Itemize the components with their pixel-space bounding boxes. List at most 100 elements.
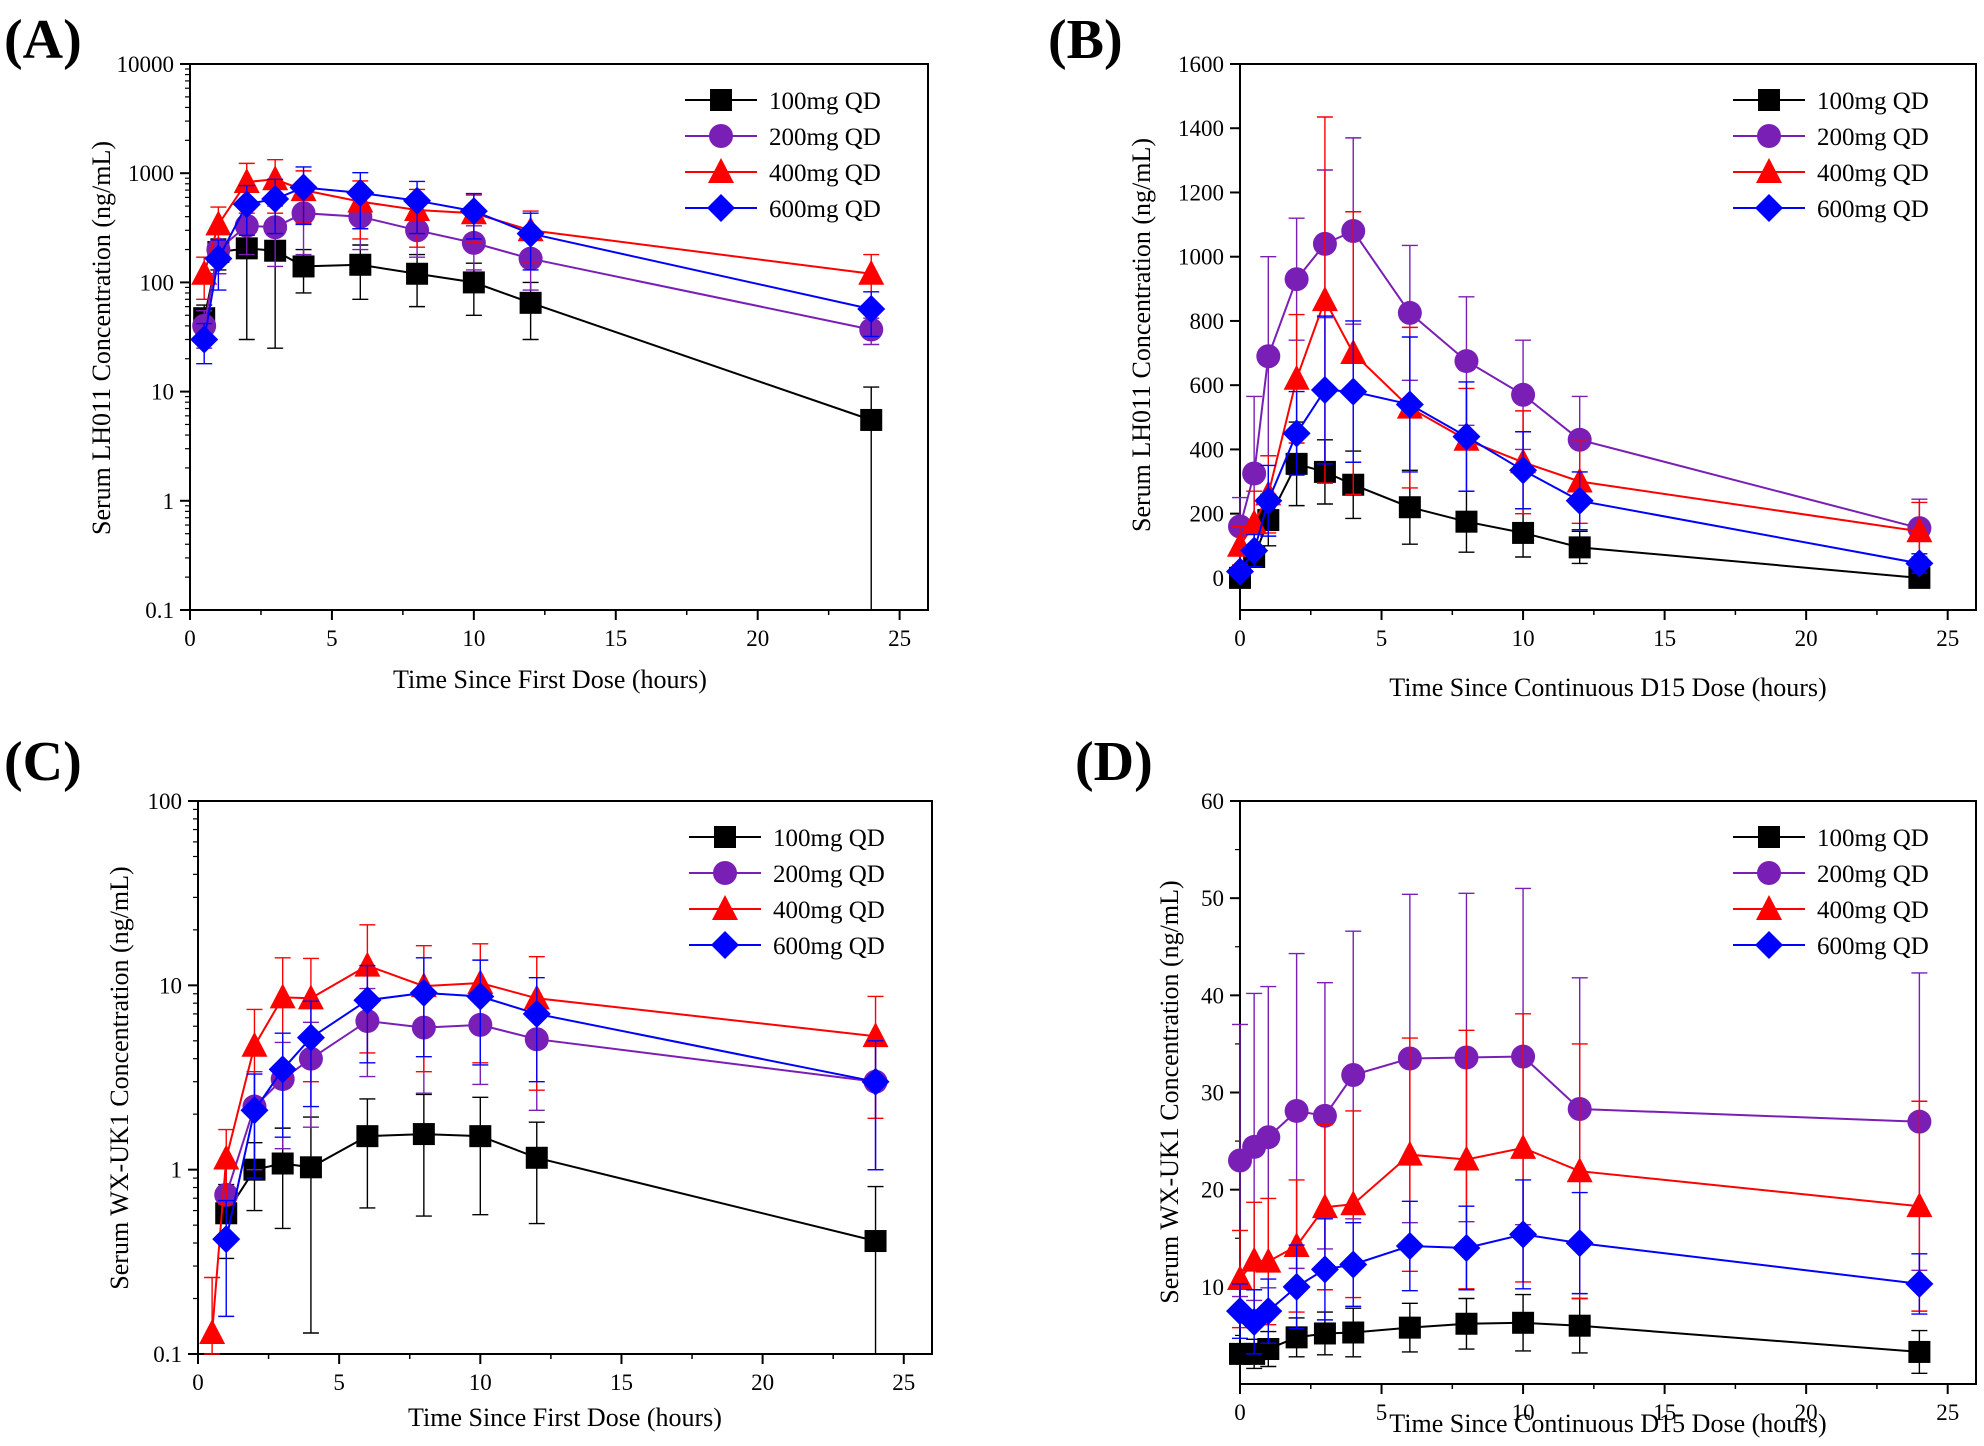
data-point [459, 197, 488, 226]
data-point [1509, 1220, 1538, 1249]
y-axis-title: Serum LH011 Concentration (ng/mL) [87, 141, 116, 535]
data-point [1284, 267, 1309, 292]
legend-label: 400mg QD [1817, 897, 1929, 924]
data-point [1566, 1157, 1593, 1183]
x-tick-label: 15 [1653, 1400, 1676, 1425]
data-point [1240, 536, 1269, 565]
x-axis-title: Time Since Continuous D15 Dose (hours) [1389, 673, 1826, 702]
x-tick-label: 20 [751, 1370, 774, 1395]
x-tick-label: 25 [892, 1370, 915, 1395]
data-point [1509, 456, 1538, 485]
panel-a: 0 5 10 15 20 25 0.1 1 10 100 1000 10000 100mg QD 200m… [4, 9, 929, 694]
legend-label: 100mg QD [1817, 825, 1929, 852]
data-point [406, 262, 429, 285]
data-point [191, 259, 218, 285]
x-tick-label: 20 [1795, 626, 1818, 651]
series-100mg-qd [193, 218, 883, 611]
x-tick-label: 15 [604, 626, 627, 651]
data-point [299, 1156, 322, 1179]
y-tick-label: 1200 [1178, 180, 1224, 205]
data-point [1342, 1321, 1365, 1344]
legend-marker [1758, 89, 1780, 111]
y-tick-label: 40 [1201, 983, 1224, 1008]
data-point [1510, 1133, 1537, 1159]
plot-frame [197, 800, 933, 1355]
x-tick-label: 10 [1512, 626, 1535, 651]
data-point [269, 983, 296, 1009]
data-point [233, 168, 260, 194]
data-point [1454, 349, 1479, 374]
data-point [1905, 549, 1934, 578]
data-point [861, 1067, 890, 1096]
legend-entry: 400mg QD [1733, 895, 1929, 924]
data-point [1255, 1247, 1282, 1273]
data-point [516, 219, 545, 248]
x-tick-label: 15 [1653, 626, 1676, 651]
y-tick-label: 30 [1201, 1081, 1224, 1106]
data-point [240, 1096, 269, 1125]
data-point [1242, 461, 1267, 486]
legend-entry: 400mg QD [685, 158, 881, 187]
legend-label: 400mg QD [773, 897, 885, 924]
legend-marker [707, 194, 735, 222]
panel-c: 0 5 10 15 20 25 0.1 1 10 100 100mg QD 200mg QD 400mg… [4, 731, 933, 1432]
legend-label: 100mg QD [1817, 88, 1929, 115]
data-point [1512, 521, 1535, 544]
legend-marker [1757, 861, 1781, 885]
data-point [1453, 1145, 1480, 1171]
data-point [296, 1023, 325, 1052]
data-point [1397, 300, 1422, 325]
data-point [190, 325, 219, 354]
y-tick-label: 60 [1201, 789, 1224, 814]
data-point [232, 190, 261, 219]
x-tick-label: 10 [462, 626, 485, 651]
series-line [203, 212, 872, 331]
data-point [519, 291, 542, 314]
data-point [1398, 496, 1421, 519]
y-tick-label: 20 [1201, 1178, 1224, 1203]
y-tick-label: 100 [148, 789, 183, 814]
legend-entry: 100mg QD [1733, 88, 1929, 115]
legend-marker [1757, 124, 1781, 148]
data-point [1455, 510, 1478, 533]
legend-marker [708, 158, 734, 183]
series-line [225, 991, 876, 1240]
legend-marker [1756, 158, 1782, 183]
y-tick-label: 400 [1190, 437, 1225, 462]
data-point [1313, 1322, 1336, 1345]
data-point [261, 185, 290, 214]
x-axis-title: Time Since First Dose (hours) [393, 665, 707, 694]
legend-label: 200mg QD [769, 124, 881, 151]
legend-marker [712, 895, 738, 920]
plot-frame [189, 63, 929, 611]
data-point [469, 1125, 492, 1148]
data-point [1226, 557, 1254, 586]
legend-marker [1755, 194, 1783, 222]
legend-entry: 200mg QD [1733, 861, 1929, 888]
y-tick-label: 10 [1201, 1275, 1224, 1300]
data-point [1452, 1233, 1481, 1262]
panel-label: (D) [1075, 731, 1153, 793]
data-point [1512, 1311, 1535, 1334]
legend-entry: 600mg QD [1733, 931, 1929, 960]
x-axis-title: Time Since First Dose (hours) [408, 1403, 722, 1432]
data-point [199, 1318, 226, 1344]
x-tick-label: 5 [1376, 1400, 1388, 1425]
panel-d: 0 5 10 15 20 25 10 20 30 40 50 60 100mg QD 200mg QD 40… [1075, 731, 1977, 1438]
panel-label: (B) [1048, 9, 1123, 71]
data-point [241, 1031, 268, 1057]
series-600mg-qd [190, 166, 886, 365]
legend-marker [710, 89, 732, 111]
data-point [271, 1152, 294, 1175]
data-point [204, 244, 233, 273]
series-line [225, 1020, 876, 1196]
data-point [1908, 1340, 1931, 1363]
data-point [1310, 375, 1339, 404]
series-600mg-qd [1226, 315, 1934, 586]
legend-label: 200mg QD [1817, 124, 1929, 151]
legend-marker [709, 124, 733, 148]
data-point [262, 165, 289, 191]
data-point [403, 186, 432, 215]
panel-label: (A) [4, 9, 82, 71]
